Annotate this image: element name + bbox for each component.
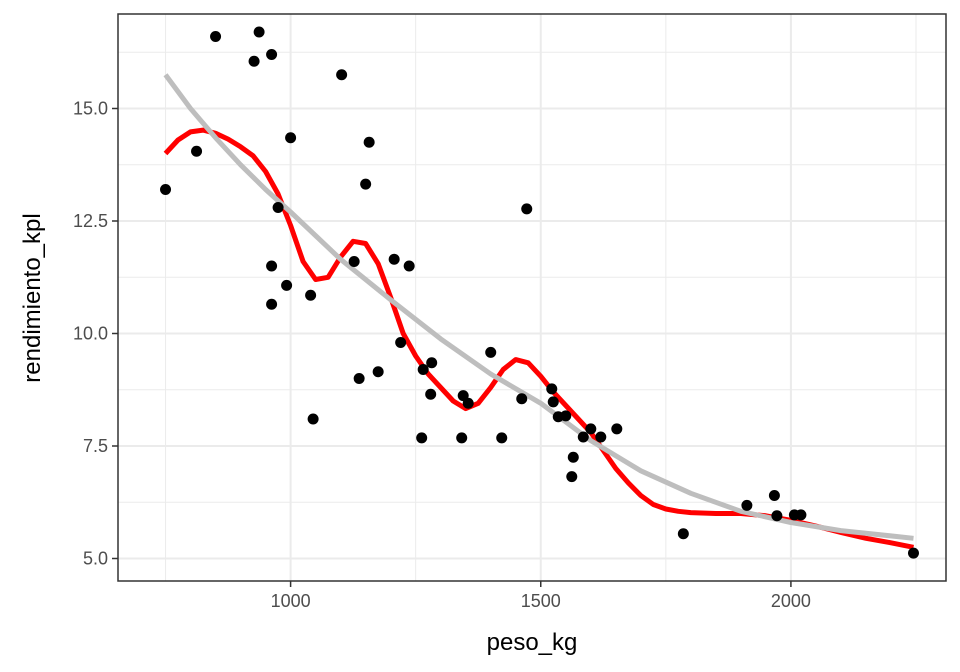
data-point	[363, 136, 375, 148]
x-tick-label: 1500	[521, 591, 561, 611]
data-point	[248, 55, 260, 67]
data-point	[768, 490, 780, 501]
data-point	[456, 432, 468, 444]
red-smooth-line	[163, 127, 914, 550]
data-point	[585, 423, 597, 435]
data-point	[426, 357, 438, 369]
data-point	[403, 260, 415, 272]
data-point	[547, 396, 559, 408]
data-point	[425, 388, 437, 400]
scatter-points	[160, 26, 919, 559]
plot-panel-border	[117, 13, 947, 582]
data-point	[485, 346, 497, 358]
data-point	[336, 69, 348, 81]
data-point	[595, 431, 607, 443]
data-point	[795, 509, 807, 521]
data-point	[560, 410, 572, 422]
data-point	[372, 366, 384, 378]
x-tick-label: 1000	[271, 591, 311, 611]
data-point	[417, 364, 429, 375]
data-point	[546, 383, 558, 395]
data-point	[191, 145, 203, 157]
y-tick-label: 15.0	[73, 99, 108, 119]
data-point	[577, 431, 589, 443]
data-point	[353, 373, 365, 384]
data-point	[266, 49, 278, 60]
data-point	[771, 510, 783, 522]
data-point	[521, 203, 533, 215]
data-point	[266, 298, 278, 310]
data-point	[360, 178, 372, 190]
data-point	[462, 397, 474, 409]
data-point	[281, 279, 293, 291]
data-point	[160, 184, 172, 195]
data-point	[496, 432, 508, 444]
data-point	[210, 31, 222, 42]
data-point	[516, 393, 528, 405]
data-point	[567, 451, 579, 463]
data-point	[566, 471, 578, 483]
data-point	[253, 26, 265, 38]
data-point	[741, 499, 753, 511]
data-point	[266, 260, 278, 272]
data-point	[348, 256, 360, 267]
data-point	[395, 337, 407, 348]
data-point	[416, 432, 428, 444]
y-axis-title: rendimiento_kpl	[19, 213, 46, 382]
y-tick-label: 12.5	[73, 211, 108, 231]
data-point	[272, 202, 284, 213]
data-point	[307, 413, 319, 425]
y-tick-label: 7.5	[83, 436, 108, 456]
gray-smooth-line	[163, 73, 914, 541]
y-tick-label: 5.0	[83, 549, 108, 569]
data-point	[677, 528, 689, 540]
y-tick-label: 10.0	[73, 324, 108, 344]
data-point	[285, 132, 297, 144]
x-tick-label: 2000	[771, 591, 811, 611]
data-point	[611, 423, 623, 435]
grid-lines	[118, 14, 946, 581]
axis-ticks: 1000 1500 2000 5.0 7.5 10.0 12.5 15.0	[73, 99, 811, 612]
data-point	[305, 289, 317, 301]
x-axis-title: peso_kg	[487, 629, 578, 656]
data-point	[907, 547, 919, 559]
data-point	[388, 253, 400, 265]
smooth-lines	[163, 73, 914, 550]
